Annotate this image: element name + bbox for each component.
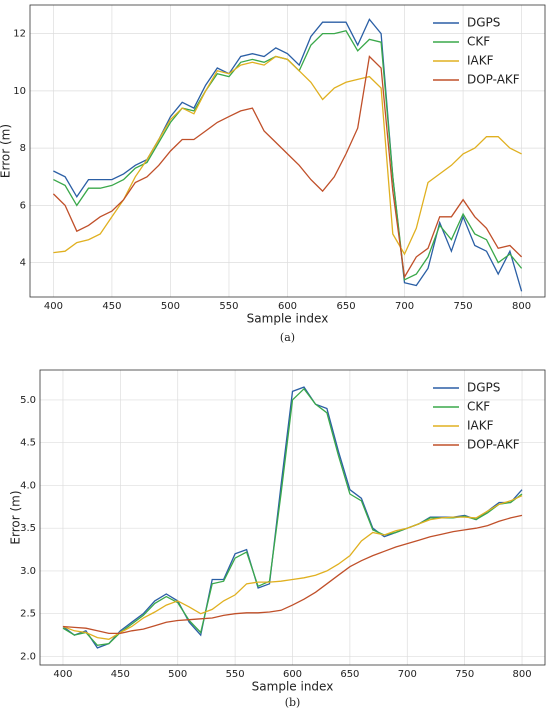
caption: (b) bbox=[285, 696, 301, 709]
data-line bbox=[52, 55, 523, 279]
x-axis-label: Sample index bbox=[247, 312, 329, 326]
y-tick-label: 2.5 bbox=[20, 609, 36, 620]
x-tick-label: 750 bbox=[455, 669, 474, 680]
x-tick-label: 750 bbox=[454, 301, 473, 312]
x-tick-label: 450 bbox=[102, 301, 121, 312]
data-line bbox=[53, 55, 522, 256]
legend-label: CKF bbox=[467, 400, 490, 414]
legend-label: DOP-AKF bbox=[467, 73, 520, 87]
legend-label: DGPS bbox=[467, 16, 500, 30]
x-axis-label: Sample index bbox=[252, 680, 334, 694]
y-axis-label: Error (m) bbox=[0, 124, 13, 178]
x-tick-label: 600 bbox=[278, 301, 297, 312]
y-tick-label: 5.0 bbox=[20, 395, 36, 406]
y-tick-label: 6 bbox=[20, 200, 26, 211]
x-tick-label: 550 bbox=[226, 669, 245, 680]
x-tick-label: 400 bbox=[44, 301, 63, 312]
x-tick-label: 450 bbox=[111, 669, 130, 680]
legend-label: DGPS bbox=[467, 381, 500, 395]
caption: (a) bbox=[280, 331, 295, 344]
x-tick-label: 500 bbox=[168, 669, 187, 680]
plot-frame bbox=[39, 369, 546, 666]
y-tick-label: 3.5 bbox=[20, 523, 36, 534]
x-tick-label: 800 bbox=[512, 301, 531, 312]
x-tick-label: 600 bbox=[283, 669, 302, 680]
x-tick-label: 500 bbox=[161, 301, 180, 312]
y-tick-label: 8 bbox=[20, 143, 26, 154]
y-tick-label: 12 bbox=[13, 29, 26, 40]
x-tick-label: 650 bbox=[340, 669, 359, 680]
legend-label: DOP-AKF bbox=[467, 438, 520, 452]
x-tick-label: 700 bbox=[395, 301, 414, 312]
legend-label: IAKF bbox=[467, 419, 494, 433]
y-tick-label: 10 bbox=[13, 86, 26, 97]
data-line bbox=[62, 495, 523, 640]
legend-label: CKF bbox=[467, 35, 490, 49]
data-line bbox=[62, 514, 523, 635]
x-tick-label: 700 bbox=[398, 669, 417, 680]
y-tick-label: 4 bbox=[20, 258, 26, 269]
y-tick-label: 4.0 bbox=[20, 480, 36, 491]
x-tick-label: 800 bbox=[512, 669, 531, 680]
x-tick-label: 550 bbox=[219, 301, 238, 312]
y-tick-label: 4.5 bbox=[20, 438, 36, 449]
data-line bbox=[53, 18, 523, 292]
y-tick-label: 3.0 bbox=[20, 566, 36, 577]
y-axis-label: Error (m) bbox=[9, 490, 23, 544]
plot-frame bbox=[29, 4, 546, 298]
y-tick-label: 2.0 bbox=[20, 651, 36, 662]
x-tick-label: 650 bbox=[336, 301, 355, 312]
x-tick-label: 400 bbox=[53, 669, 72, 680]
legend-label: IAKF bbox=[467, 54, 494, 68]
